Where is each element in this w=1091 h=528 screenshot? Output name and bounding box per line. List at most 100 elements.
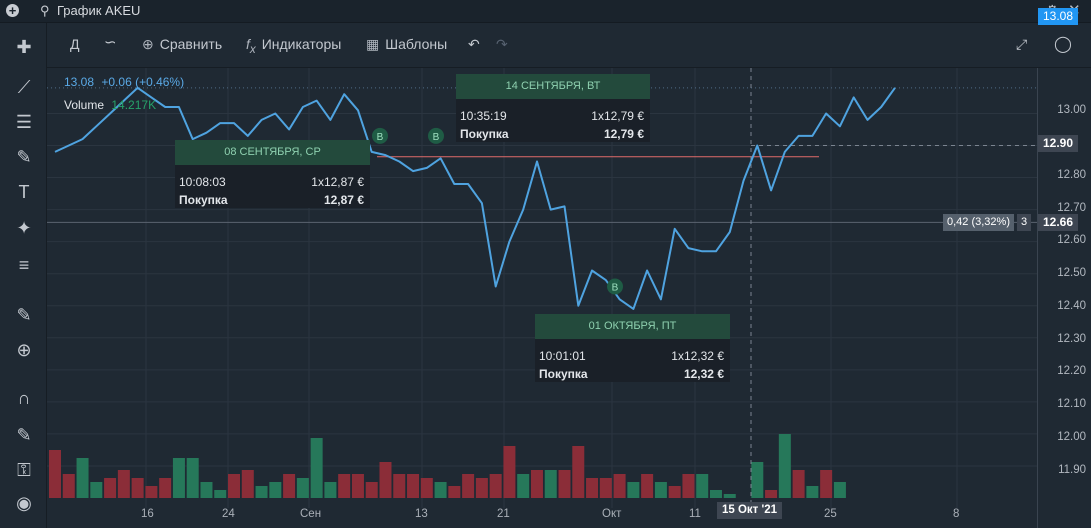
volume-bar-down <box>448 486 461 498</box>
ruler-icon[interactable]: ✎ <box>16 305 32 325</box>
trend-line-icon[interactable]: ⟋ <box>17 77 31 97</box>
volume-bar-up <box>296 478 309 498</box>
price-tick-label: 12.70 <box>1057 202 1086 214</box>
volume-bar-up <box>709 490 722 498</box>
volume-bar-down <box>131 478 144 498</box>
indicators-label: Индикаторы <box>261 36 342 52</box>
fullscreen-icon[interactable]: ⤢ <box>1016 36 1028 52</box>
crosshair-price-tag: 12.90 <box>1038 135 1079 152</box>
indicators-button[interactable]: fx Индикаторы <box>246 36 341 56</box>
brush-icon[interactable]: ✎ <box>16 147 32 167</box>
chart-type-icon[interactable]: ∽ <box>104 34 117 51</box>
magnet-icon[interactable]: ∩ <box>17 388 31 408</box>
price-tick-label: 12.00 <box>1057 431 1086 443</box>
window-title: График AKEU <box>57 3 141 18</box>
volume-bar-down <box>558 470 571 498</box>
buy-marker-label: B <box>377 132 384 143</box>
volume-bar-up <box>434 482 447 498</box>
price-tick-label: 13.00 <box>1057 104 1086 116</box>
volume-bar-up <box>696 474 709 498</box>
volume-bar-down <box>503 446 516 498</box>
trade-side: Покупка <box>460 127 509 141</box>
buy-marker-label: B <box>433 132 440 143</box>
time-tick-label: Сен <box>300 508 322 520</box>
function-icon: fx <box>246 36 256 56</box>
compare-button[interactable]: ⊕ Сравнить <box>142 36 222 53</box>
trade-time: 10:35:19 <box>460 109 507 123</box>
volume-bar-down <box>49 450 61 498</box>
lock-icon[interactable]: ⚿ <box>17 460 31 480</box>
compare-label: Сравнить <box>159 36 223 52</box>
add-tab-icon[interactable]: + <box>6 4 19 17</box>
volume-bar-up <box>751 462 764 498</box>
price-legend: 13.08 +0.06 (+0.46%) <box>64 75 184 89</box>
level-price-tag: 12.66 <box>1038 214 1079 231</box>
redo-icon[interactable]: ↷ <box>496 36 508 52</box>
volume-bar-down <box>820 470 833 498</box>
price-tick-label: 12.30 <box>1057 333 1086 345</box>
volume-bar-down <box>145 486 158 498</box>
gann-icon[interactable]: ≡ <box>18 255 30 275</box>
camera-icon[interactable]: ◯ <box>1054 36 1072 53</box>
crosshair-date-tag: 15 Окт '21 <box>717 502 783 519</box>
volume-bar-down <box>668 486 681 498</box>
volume-bar-down <box>393 474 406 498</box>
volume-bar-up <box>172 458 185 498</box>
buy-marker-circle <box>607 278 623 295</box>
volume-bar-down <box>599 478 612 498</box>
price-line <box>54 86 896 310</box>
volume-bar-up <box>517 474 530 498</box>
measure-label: 0,42 (3,32%) <box>943 214 1014 231</box>
time-tick-label: 25 <box>824 508 837 520</box>
period-button[interactable]: Д <box>70 36 80 52</box>
volume-bar-up <box>627 482 640 498</box>
buy-marker: B <box>607 278 623 295</box>
eye-icon[interactable]: ◉ <box>16 493 32 513</box>
crosshair-icon[interactable]: ✚ <box>16 37 32 57</box>
pattern-icon[interactable]: ✦ <box>16 218 32 238</box>
volume-bar-up <box>269 482 282 498</box>
chart-toolbar: Д ∽ ⊕ Сравнить fx Индикаторы ▦ Шаблоны ↶ ↷ … <box>46 23 1091 68</box>
volume-bar-down <box>765 490 778 498</box>
volume-bar-up <box>723 494 736 498</box>
text-icon[interactable]: T <box>18 182 30 202</box>
time-tick-label: 11 <box>689 508 701 520</box>
price-axis[interactable]: 13.00 12.80 12.70 12.60 12.50 12.40 12.3… <box>1037 68 1091 528</box>
fib-tools-icon[interactable]: ☰ <box>15 112 33 132</box>
volume-bar-down <box>241 470 254 498</box>
current-price-tag: 13.08 <box>1038 8 1079 25</box>
volume-bar-down <box>475 478 488 498</box>
search-icon[interactable]: ⚲ <box>40 3 50 18</box>
legend-change: +0.06 (+0.46%) <box>101 75 185 89</box>
trade-total: 12,87 € <box>323 193 364 207</box>
volume-bar-up <box>90 482 103 498</box>
price-tick-label: 12.20 <box>1057 365 1086 377</box>
time-tick-label: 8 <box>953 508 960 520</box>
volume-bar-down <box>104 478 117 498</box>
volume-bar-up <box>200 482 213 498</box>
price-tick-label: 12.60 <box>1057 234 1086 246</box>
price-chart[interactable]: B B B <box>47 68 1037 528</box>
trade-side: Покупка <box>539 367 588 381</box>
templates-button[interactable]: ▦ Шаблоны <box>366 36 447 53</box>
buy-marker-circle <box>372 127 388 144</box>
volume-bar-down <box>228 474 241 498</box>
volume-bar-down <box>641 474 654 498</box>
buy-marker: B <box>428 127 444 144</box>
trade-date: 01 ОКТЯБРЯ, ПТ <box>535 314 730 339</box>
volume-bar-down <box>379 462 392 498</box>
title-bar: + ⚲ График AKEU ⚙ ✕ <box>0 0 1091 23</box>
zoom-in-icon[interactable]: ⊕ <box>16 340 32 360</box>
volume-bar-down <box>407 474 420 498</box>
price-tick-label: 12.40 <box>1057 300 1086 312</box>
trade-date: 08 СЕНТЯБРЯ, СР <box>175 140 370 165</box>
time-tick-label: 24 <box>222 508 235 520</box>
volume-bar-up <box>544 470 557 498</box>
undo-icon[interactable]: ↶ <box>468 36 480 52</box>
volume-bar-down <box>338 474 351 498</box>
lock-drawing-icon[interactable]: ✎ <box>16 425 32 445</box>
volume-bar-up <box>324 482 337 498</box>
volume-bar-up <box>255 486 268 498</box>
trade-time: 10:01:01 <box>539 349 586 363</box>
drawing-tools-sidebar: ✚ ⟋ ☰ ✎ T ✦ ≡ ✎ ⊕ ∩ ✎ ⚿ ◉ <box>0 23 47 528</box>
